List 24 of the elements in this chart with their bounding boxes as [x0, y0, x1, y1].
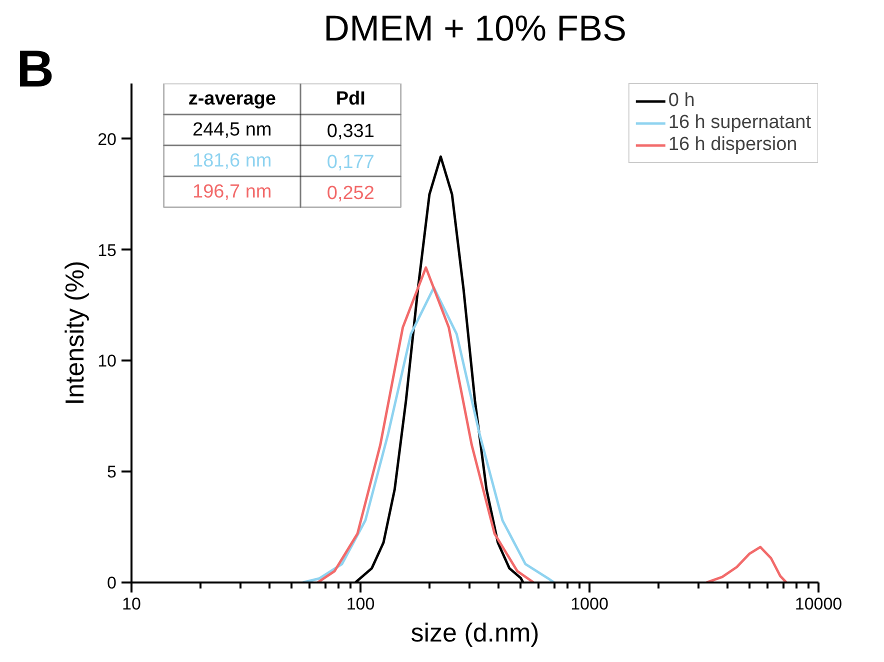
chart-title: DMEM + 10% FBS [323, 8, 627, 48]
annotation: z-average [188, 88, 276, 110]
annotation: 244,5 nm [192, 119, 272, 140]
legend-label: 16 h supernatant [668, 112, 811, 134]
y-tick-label: 10 [98, 352, 117, 371]
legend-label: 0 h [668, 90, 695, 112]
x-tick-label: 1000 [570, 594, 608, 614]
annotation: PdI [336, 88, 366, 110]
x-axis-title: size (d.nm) [410, 618, 540, 648]
x-tick-label: 10 [122, 594, 141, 614]
annotation: 0,252 [326, 182, 374, 204]
y-tick-label: 0 [107, 574, 117, 592]
x-tick-label: 10000 [794, 594, 842, 614]
text: B [16, 40, 54, 98]
annotation: 0,177 [326, 152, 374, 173]
legend-label: 16 h dispersion [668, 134, 798, 156]
annotation: 0,331 [326, 120, 374, 142]
y-tick-label: 5 [107, 462, 117, 482]
x-tick-label: 100 [346, 594, 375, 614]
y-axis-title: Intensity (%) [60, 260, 90, 406]
y-tick-label: 15 [98, 240, 117, 260]
annotation: 196,7 nm [192, 181, 272, 202]
annotation: 181,6 nm [192, 150, 272, 172]
y-tick-label: 20 [98, 130, 117, 149]
